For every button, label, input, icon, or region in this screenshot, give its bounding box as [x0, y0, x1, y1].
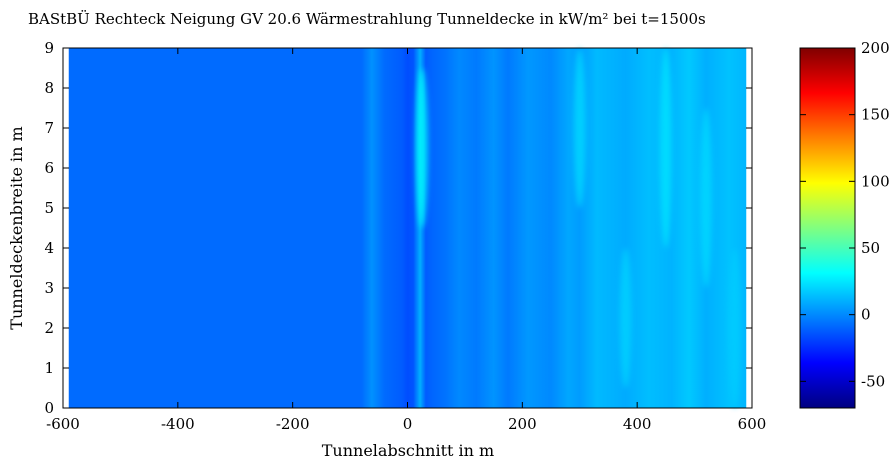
- colorbar-tick-label: 200: [861, 39, 890, 57]
- y-tick-label: 2: [44, 319, 54, 337]
- y-tick-label: 9: [44, 39, 54, 57]
- y-axis-title: Tunneldeckenbreite in m: [7, 126, 26, 329]
- y-tick-label: 4: [44, 239, 54, 257]
- x-tick-label: -400: [161, 415, 195, 433]
- y-tick-label: 5: [44, 199, 54, 217]
- colorbar-tick-label: 150: [861, 106, 890, 124]
- heatmap-field: [68, 48, 747, 408]
- y-axis-ticks: 0 1 2 3 4 5 6 7 8 9: [44, 39, 752, 417]
- x-tick-label: 0: [403, 415, 413, 433]
- y-tick-label: 0: [44, 399, 54, 417]
- heatmap-highlight-1: [573, 48, 586, 208]
- colorbar-tick-label: 100: [861, 172, 890, 190]
- colorbar-tick-label: 50: [861, 239, 880, 257]
- heatmap-highlight-0: [415, 68, 428, 228]
- colorbar-gradient: [799, 47, 856, 409]
- y-tick-label: 3: [44, 279, 54, 297]
- x-tick-label: -600: [46, 415, 80, 433]
- x-tick-label: 600: [738, 415, 767, 433]
- colorbar: -50 0 50 100 150 200: [799, 39, 890, 409]
- plot-area: [62, 47, 753, 409]
- x-axis-title: Tunnelabschnitt in m: [322, 441, 494, 460]
- y-tick-label: 7: [44, 119, 54, 137]
- heatmap-highlight-3: [700, 108, 713, 288]
- x-tick-label: -200: [276, 415, 310, 433]
- x-axis-ticks: -600 -400 -200 0 200 400 600: [46, 48, 766, 433]
- chart-title: BAStBÜ Rechteck Neigung GV 20.6 Wärmestr…: [28, 10, 706, 28]
- heatmap-highlight-4: [619, 248, 632, 388]
- heatmap-highlight-5: [728, 248, 741, 408]
- y-tick-label: 8: [44, 79, 54, 97]
- x-tick-label: 200: [508, 415, 537, 433]
- colorbar-tick-label: -50: [861, 372, 885, 390]
- y-tick-label: 6: [44, 159, 54, 177]
- x-tick-label: 400: [623, 415, 652, 433]
- y-tick-label: 1: [44, 359, 54, 377]
- colorbar-tick-label: 0: [861, 306, 871, 324]
- heatmap-highlight-2: [659, 48, 672, 248]
